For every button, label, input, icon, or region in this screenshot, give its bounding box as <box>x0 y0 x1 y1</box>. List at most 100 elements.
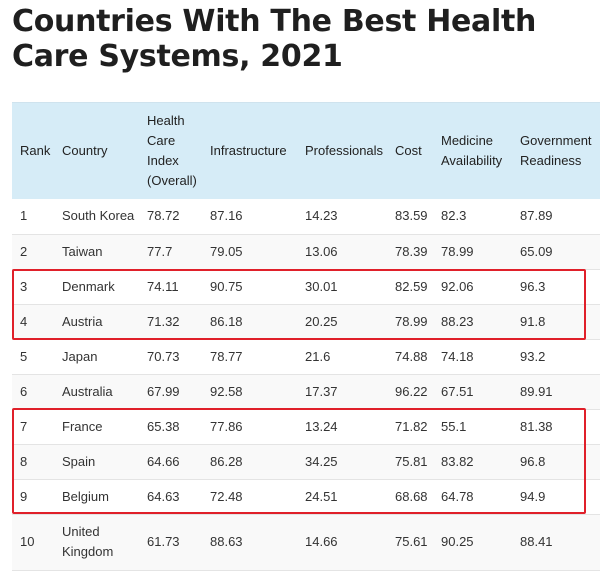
column-header-text: Country <box>62 143 108 158</box>
column-header-text: Professionals <box>305 143 384 158</box>
cell-professionals: 13.24 <box>297 409 387 445</box>
cell-government-readiness: 94.9 <box>512 479 600 515</box>
cell-cost: 96.22 <box>387 374 433 410</box>
cell-rank: 8 <box>12 444 54 480</box>
table-row: 1 South Korea 78.72 87.16 14.23 83.59 82.3 87.8… <box>12 199 600 235</box>
cell-professionals: 24.51 <box>297 479 387 515</box>
cell-country: Denmark <box>54 269 139 305</box>
cell-rank: 4 <box>12 304 54 340</box>
cell-cost: 82.59 <box>387 269 433 305</box>
cell-rank: 1 <box>12 199 54 235</box>
cell-infrastructure: 77.86 <box>202 409 297 445</box>
cell-infrastructure: 86.18 <box>202 304 297 340</box>
cell-government-readiness: 96.8 <box>512 444 600 480</box>
cell-health-care-index: 67.99 <box>139 374 202 410</box>
cell-rank: 2 <box>12 234 54 270</box>
cell-professionals: 30.01 <box>297 269 387 305</box>
cell-medicine-availability: 78.99 <box>433 234 512 270</box>
cell-cost: 68.68 <box>387 479 433 515</box>
column-header-infrastructure: Infrastructure <box>202 102 297 199</box>
cell-professionals: 17.37 <box>297 374 387 410</box>
cell-cost: 75.61 <box>387 514 433 571</box>
column-header-text: Infrastructure <box>210 143 287 158</box>
cell-medicine-availability: 64.78 <box>433 479 512 515</box>
column-header-text: Health <box>147 113 185 128</box>
table-row: 4 Austria 71.32 86.18 20.25 78.99 88.23 91.8 <box>12 304 600 340</box>
cell-health-care-index: 64.63 <box>139 479 202 515</box>
column-header-cost: Cost <box>387 102 433 199</box>
column-header-government-readiness: Government Readiness <box>512 102 600 199</box>
column-header-text: (Overall) <box>147 173 197 188</box>
cell-health-care-index: 71.32 <box>139 304 202 340</box>
cell-rank: 10 <box>12 514 54 571</box>
table-row: 10 United Kingdom 61.73 88.63 14.66 75.61 90.2… <box>12 514 600 571</box>
cell-cost: 78.39 <box>387 234 433 270</box>
cell-professionals: 34.25 <box>297 444 387 480</box>
cell-health-care-index: 61.73 <box>139 514 202 571</box>
column-header-rank: Rank <box>12 102 54 199</box>
cell-country: Spain <box>54 444 139 480</box>
cell-medicine-availability: 55.1 <box>433 409 512 445</box>
cell-health-care-index: 78.72 <box>139 199 202 235</box>
cell-health-care-index: 74.11 <box>139 269 202 305</box>
cell-medicine-availability: 92.06 <box>433 269 512 305</box>
cell-medicine-availability: 67.51 <box>433 374 512 410</box>
cell-government-readiness: 87.89 <box>512 199 600 235</box>
cell-medicine-availability: 82.3 <box>433 199 512 235</box>
column-header-text: Availability <box>441 153 503 168</box>
cell-government-readiness: 88.41 <box>512 514 600 571</box>
cell-government-readiness: 96.3 <box>512 269 600 305</box>
cell-professionals: 14.66 <box>297 514 387 571</box>
cell-infrastructure: 90.75 <box>202 269 297 305</box>
column-header-text: Government <box>520 133 592 148</box>
column-header-text: Care <box>147 133 176 148</box>
column-header-country: Country <box>54 102 139 199</box>
cell-country: Japan <box>54 339 139 375</box>
health-care-table-container: Rank Country Health Care Index (Overall) Infra… <box>12 102 600 571</box>
cell-infrastructure: 86.28 <box>202 444 297 480</box>
cell-medicine-availability: 88.23 <box>433 304 512 340</box>
cell-country: Belgium <box>54 479 139 515</box>
cell-cost: 74.88 <box>387 339 433 375</box>
cell-government-readiness: 65.09 <box>512 234 600 270</box>
cell-cost: 83.59 <box>387 199 433 235</box>
table-row: 8 Spain 64.66 86.28 34.25 75.81 83.82 96.8 <box>12 444 600 480</box>
table-row: 9 Belgium 64.63 72.48 24.51 68.68 64.78 94.9 <box>12 479 600 515</box>
cell-infrastructure: 72.48 <box>202 479 297 515</box>
cell-rank: 7 <box>12 409 54 445</box>
cell-government-readiness: 91.8 <box>512 304 600 340</box>
cell-medicine-availability: 83.82 <box>433 444 512 480</box>
column-header-text: Medicine <box>441 133 494 148</box>
cell-infrastructure: 87.16 <box>202 199 297 235</box>
column-header-text: Index <box>147 153 179 168</box>
cell-government-readiness: 89.91 <box>512 374 600 410</box>
cell-rank: 6 <box>12 374 54 410</box>
cell-cost: 71.82 <box>387 409 433 445</box>
cell-cost: 78.99 <box>387 304 433 340</box>
cell-infrastructure: 92.58 <box>202 374 297 410</box>
cell-professionals: 20.25 <box>297 304 387 340</box>
cell-medicine-availability: 74.18 <box>433 339 512 375</box>
cell-rank: 9 <box>12 479 54 515</box>
cell-infrastructure: 79.05 <box>202 234 297 270</box>
column-header-professionals: Professionals <box>297 102 387 199</box>
cell-country: United Kingdom <box>54 514 139 571</box>
cell-country: France <box>54 409 139 445</box>
cell-country: Austria <box>54 304 139 340</box>
cell-health-care-index: 70.73 <box>139 339 202 375</box>
cell-cost: 75.81 <box>387 444 433 480</box>
column-header-medicine-availability: Medicine Availability <box>433 102 512 199</box>
table-header-row: Rank Country Health Care Index (Overall) Infra… <box>12 102 600 199</box>
cell-health-care-index: 65.38 <box>139 409 202 445</box>
page-title: Countries With The Best Health Care Syst… <box>12 4 537 74</box>
table-row: 3 Denmark 74.11 90.75 30.01 82.59 92.06 96.3 <box>12 269 600 305</box>
cell-country: Australia <box>54 374 139 410</box>
table-row: 5 Japan 70.73 78.77 21.6 74.88 74.18 93.2 <box>12 339 600 375</box>
table-row: 7 France 65.38 77.86 13.24 71.82 55.1 81.38 <box>12 409 600 445</box>
cell-medicine-availability: 90.25 <box>433 514 512 571</box>
cell-infrastructure: 78.77 <box>202 339 297 375</box>
column-header-text: Readiness <box>520 153 582 168</box>
table-row: 2 Taiwan 77.7 79.05 13.06 78.39 78.99 65.09 <box>12 234 600 270</box>
cell-professionals: 13.06 <box>297 234 387 270</box>
table-body: 1 South Korea 78.72 87.16 14.23 83.59 82.3 87.8… <box>12 199 600 571</box>
